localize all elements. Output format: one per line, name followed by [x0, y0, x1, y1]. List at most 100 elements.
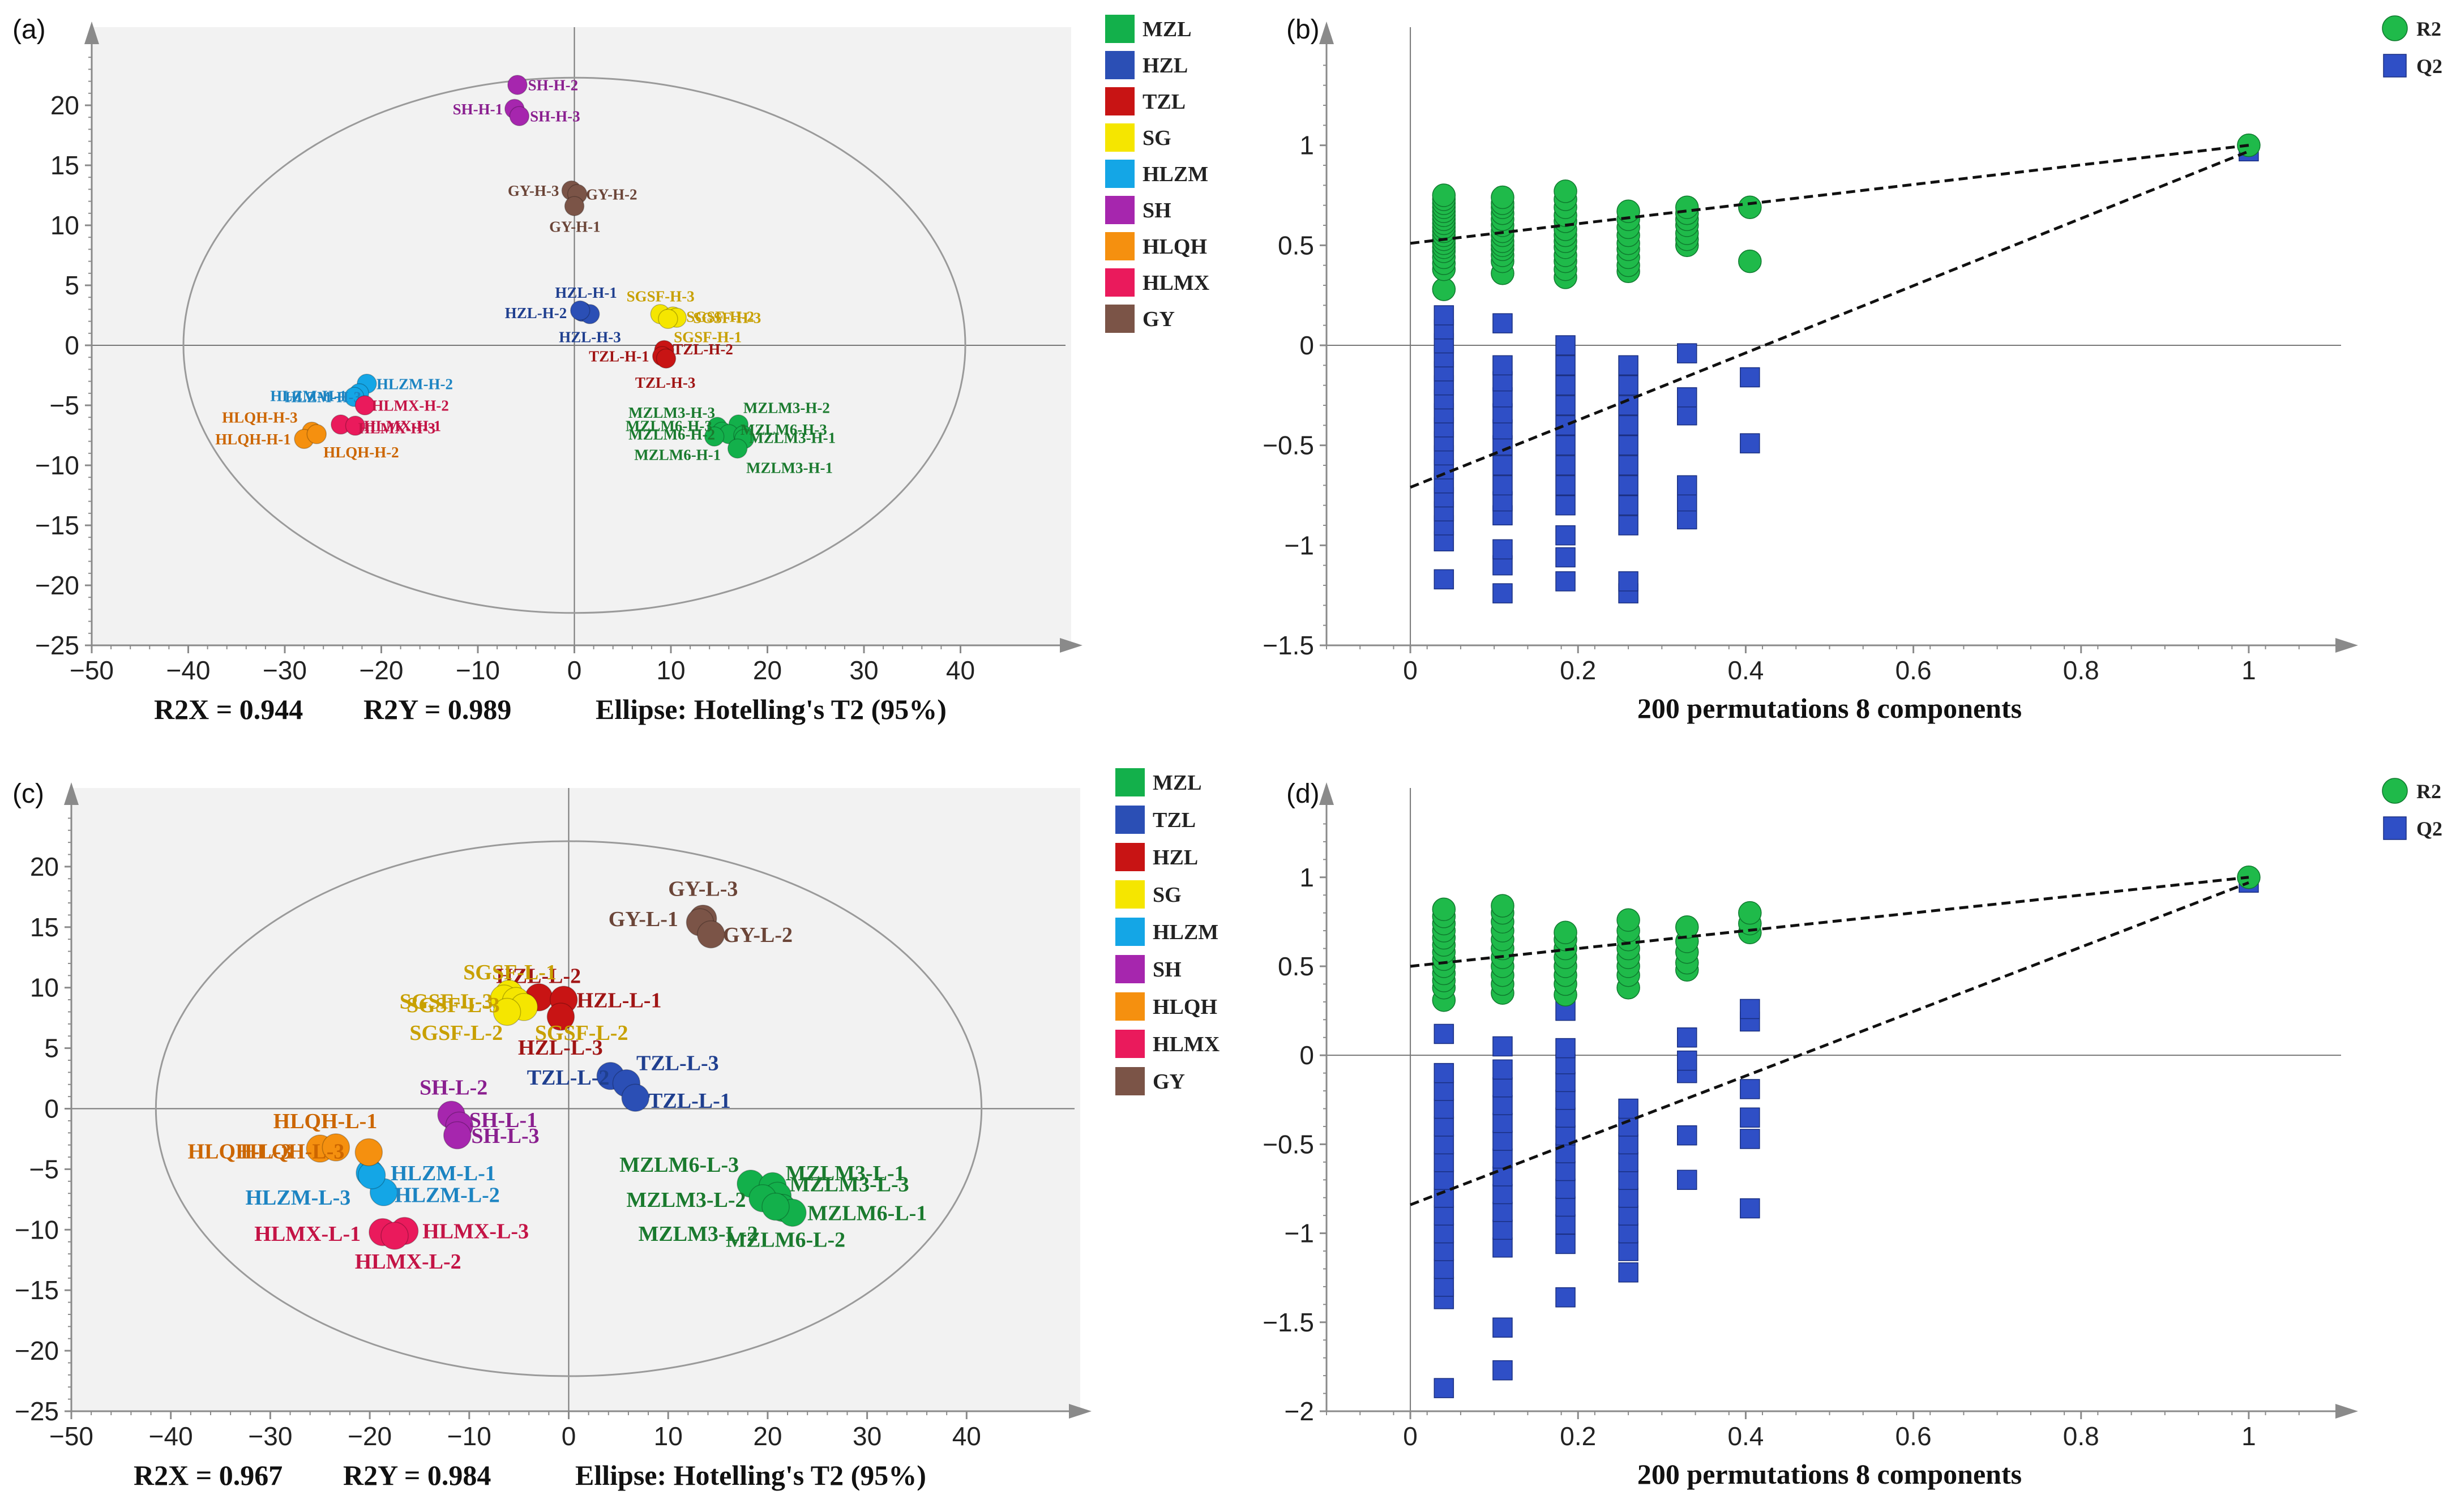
q2-point	[1434, 1258, 1454, 1279]
legend-label: Q2	[2416, 817, 2442, 840]
point-label: GY-L-1	[609, 907, 678, 931]
group-gy: GY-H-3 GY-H-2 GY-H-1	[508, 180, 637, 235]
point-label: HLZM-L-3	[245, 1186, 350, 1210]
q2-point	[1434, 1152, 1454, 1172]
x-tick-label: 10	[656, 656, 685, 685]
q2-point	[1492, 1036, 1513, 1057]
score-point	[443, 1121, 472, 1150]
y-tick-label: −10	[35, 451, 79, 480]
legend-swatch	[1115, 806, 1145, 834]
point-label: MZLM6-H-3	[741, 421, 827, 438]
q2-point	[1555, 1179, 1576, 1199]
point-label: HLZM-H-2	[376, 375, 453, 392]
q2-point	[1618, 1187, 1638, 1208]
x-axis-title: 200 permutations 8 components	[1637, 1458, 2022, 1490]
score-point	[761, 1192, 790, 1221]
q2-point	[1677, 509, 1697, 530]
q2-point	[1740, 999, 1760, 1020]
q2-point	[1740, 1198, 1760, 1219]
score-point	[727, 438, 748, 459]
score-point	[704, 426, 725, 447]
point-label: GY-L-2	[723, 923, 793, 947]
q2-point	[1555, 1196, 1576, 1217]
y-tick-label: −25	[15, 1397, 59, 1426]
legend-label: MZL	[1153, 771, 1202, 795]
y-tick-label: 0	[1299, 1040, 1314, 1070]
q2-point	[1555, 455, 1576, 476]
q2-point	[1492, 1166, 1513, 1187]
y-tick-label: 10	[50, 211, 79, 240]
x-tick-label: 0.8	[2063, 1421, 2099, 1451]
y-tick-label: −5	[29, 1154, 59, 1184]
point-label: SGSF-L-3	[407, 993, 500, 1017]
x-tick-label: 0.2	[1560, 656, 1596, 685]
score-point	[306, 424, 327, 444]
r2-regression-line	[1410, 876, 2249, 968]
q2-point	[1492, 1059, 1513, 1080]
q2-point	[1740, 367, 1760, 388]
legend-label: HLMX	[1143, 271, 1209, 295]
point-label: TZL-H-1	[589, 348, 649, 365]
x-tick-label: 40	[946, 656, 975, 685]
panel-label: (a)	[12, 15, 46, 45]
x-axis-arrow	[2335, 638, 2358, 653]
q2-point	[1492, 1077, 1513, 1098]
q2-point	[1618, 355, 1638, 376]
legend-label: MZL	[1143, 18, 1192, 41]
point-label: MZLM3-L-2	[626, 1188, 746, 1212]
point-label: MZLM3-H-1	[746, 460, 833, 477]
x-tick-label: 0.2	[1560, 1421, 1596, 1451]
legend-label: HLMX	[1153, 1033, 1220, 1056]
y-tick-label: 0	[65, 331, 79, 360]
q2-point	[1555, 571, 1576, 592]
legend-swatch	[1115, 918, 1145, 946]
point-label: SH-L-2	[420, 1076, 487, 1099]
q2-point	[1492, 539, 1513, 560]
q2-regression-line	[1410, 149, 2249, 489]
y-tick-label: −20	[35, 571, 79, 600]
point-label: SGSF-H-2	[686, 309, 754, 325]
legend-marker-r2	[2382, 778, 2408, 804]
y-tick-label: 0.5	[1278, 952, 1314, 981]
x-axis-arrow	[2335, 1404, 2358, 1419]
point-label: HLMX-H-3	[358, 420, 435, 437]
group-mzl: MZLM6-L-3 MZLM3-L-1MZLM3-L-3MZLM3-L-2MZLM…	[619, 1153, 927, 1252]
y-tick-label: 0	[1299, 331, 1314, 360]
q2-point	[1492, 1202, 1513, 1222]
q2-point	[1618, 1134, 1638, 1155]
legend: R2 Q2	[2382, 778, 2442, 840]
x-tick-label: −10	[456, 656, 500, 685]
q2-point	[1434, 1241, 1454, 1261]
point-label: SH-L-1	[469, 1108, 537, 1132]
q2-point	[1492, 1184, 1513, 1205]
y-axis-arrow	[1319, 782, 1334, 805]
q2-point	[1555, 495, 1576, 516]
q2-point	[1740, 433, 1760, 453]
y-axis-arrow	[84, 22, 99, 44]
point-label: MZLM3-H-2	[743, 400, 830, 417]
y-tick-label: −10	[15, 1215, 59, 1244]
y-tick-label: −15	[35, 511, 79, 540]
x-tick-label: 1	[2241, 1421, 2256, 1451]
legend-label: GY	[1143, 307, 1175, 331]
point-label: MZLM6-H-2	[628, 426, 715, 443]
q2-point	[1492, 1095, 1513, 1115]
point-label: SH-H-1	[453, 101, 503, 118]
permutation-plot-b: −1.5 −1 −0.5 0 0.5 1 0 0.2 0.4 0.6 0.8 1 200 permuta…	[1263, 15, 2442, 724]
y-tick-label: −1.5	[1263, 631, 1314, 660]
legend-swatch	[1105, 15, 1135, 43]
point-label: SGSF-H-3	[627, 288, 695, 305]
q2-point	[1434, 1277, 1454, 1297]
q2-point	[1555, 1038, 1576, 1059]
group-tzl: TZL-H-2 TZL-H-1 TZL-H-3	[589, 340, 733, 391]
legend-label: HLQH	[1153, 995, 1217, 1019]
panel-label: (b)	[1286, 15, 1320, 45]
score-point	[546, 1003, 575, 1031]
legend-label: SG	[1153, 883, 1182, 907]
r2-point	[1432, 183, 1456, 207]
x-tick-label: 0.6	[1896, 1421, 1932, 1451]
